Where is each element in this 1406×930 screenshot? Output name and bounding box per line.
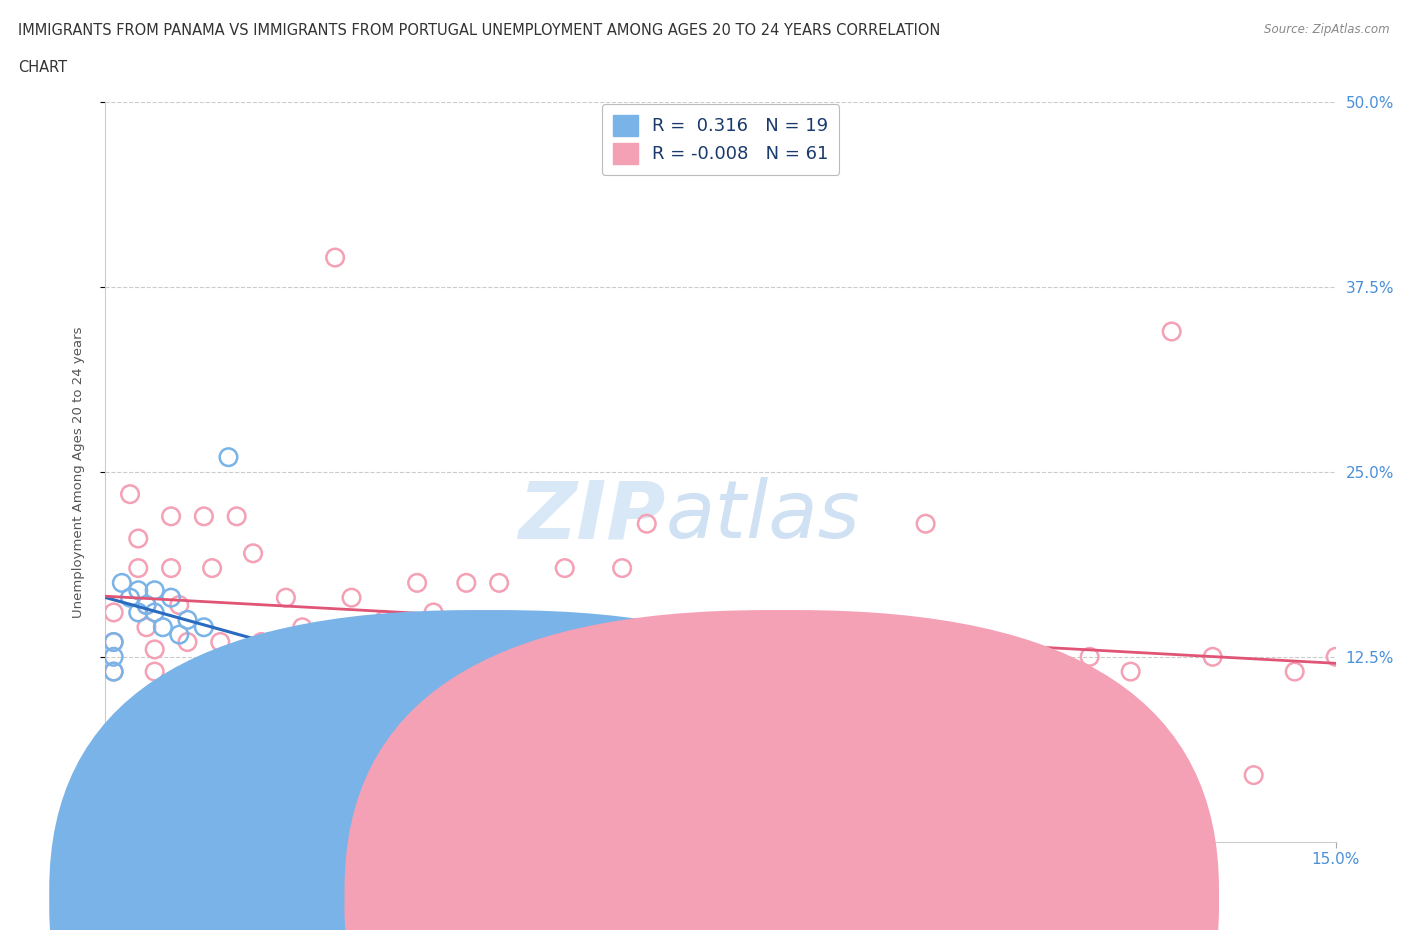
- Point: [381, 686, 404, 701]
- Point: [160, 561, 183, 576]
- Point: [143, 583, 166, 598]
- Point: [218, 664, 240, 679]
- Point: [956, 782, 979, 797]
- Point: [143, 605, 166, 620]
- Point: [792, 649, 814, 664]
- Point: [373, 613, 395, 628]
- Point: [103, 664, 125, 679]
- Point: [127, 605, 149, 620]
- Point: [103, 605, 125, 620]
- Point: [127, 531, 149, 546]
- Text: Immigrants from Panama: Immigrants from Panama: [506, 891, 692, 906]
- Point: [250, 634, 273, 649]
- Text: Immigrants from Portugal: Immigrants from Portugal: [801, 891, 988, 906]
- Point: [586, 761, 609, 776]
- Point: [143, 664, 166, 679]
- Point: [1243, 767, 1265, 782]
- Point: [529, 738, 551, 753]
- Text: ZIP: ZIP: [517, 477, 665, 555]
- Point: [693, 649, 716, 664]
- Point: [340, 591, 363, 605]
- Point: [873, 649, 896, 664]
- Text: Source: ZipAtlas.com: Source: ZipAtlas.com: [1264, 23, 1389, 36]
- Point: [193, 509, 215, 524]
- Point: [471, 664, 494, 679]
- Point: [323, 250, 346, 265]
- Point: [586, 634, 609, 649]
- Point: [209, 634, 232, 649]
- Point: [1284, 664, 1306, 679]
- Point: [176, 613, 198, 628]
- Text: atlas: atlas: [665, 477, 860, 555]
- Point: [357, 664, 380, 679]
- Point: [120, 591, 141, 605]
- Y-axis label: Unemployment Among Ages 20 to 24 years: Unemployment Among Ages 20 to 24 years: [72, 326, 84, 618]
- Point: [135, 619, 157, 634]
- Point: [169, 598, 191, 613]
- Point: [218, 450, 240, 465]
- Point: [274, 591, 297, 605]
- Point: [997, 649, 1019, 664]
- Point: [1324, 649, 1347, 664]
- Point: [1038, 664, 1060, 679]
- Point: [135, 598, 157, 613]
- Point: [143, 642, 166, 657]
- Point: [1160, 324, 1182, 339]
- Point: [422, 605, 444, 620]
- Point: [456, 576, 478, 591]
- Text: IMMIGRANTS FROM PANAMA VS IMMIGRANTS FROM PORTUGAL UNEMPLOYMENT AMONG AGES 20 TO: IMMIGRANTS FROM PANAMA VS IMMIGRANTS FRO…: [18, 23, 941, 38]
- Text: CHART: CHART: [18, 60, 67, 75]
- Point: [291, 619, 314, 634]
- Point: [135, 598, 157, 613]
- Point: [717, 767, 740, 782]
- Point: [111, 576, 134, 591]
- Point: [488, 576, 510, 591]
- Point: [225, 509, 247, 524]
- Point: [1078, 649, 1101, 664]
- Point: [103, 664, 125, 679]
- Point: [259, 634, 281, 649]
- Point: [636, 516, 658, 531]
- Point: [184, 664, 207, 679]
- Point: [176, 634, 198, 649]
- Point: [406, 576, 429, 591]
- Point: [914, 516, 936, 531]
- Point: [103, 634, 125, 649]
- Point: [127, 561, 149, 576]
- Point: [505, 634, 527, 649]
- Point: [439, 664, 461, 679]
- Point: [259, 664, 281, 679]
- Point: [103, 649, 125, 664]
- Point: [554, 561, 576, 576]
- Point: [1202, 649, 1225, 664]
- Point: [751, 619, 773, 634]
- Point: [120, 486, 141, 501]
- Point: [242, 546, 264, 561]
- Point: [832, 694, 855, 709]
- Point: [160, 509, 183, 524]
- Point: [127, 583, 149, 598]
- Point: [152, 619, 174, 634]
- Point: [201, 561, 224, 576]
- Point: [612, 561, 634, 576]
- Point: [1119, 664, 1142, 679]
- Point: [169, 627, 191, 642]
- Point: [389, 649, 412, 664]
- Point: [668, 619, 690, 634]
- Point: [160, 591, 183, 605]
- Point: [193, 619, 215, 634]
- Point: [103, 634, 125, 649]
- Legend: R =  0.316   N = 19, R = -0.008   N = 61: R = 0.316 N = 19, R = -0.008 N = 61: [602, 104, 839, 175]
- Point: [308, 649, 330, 664]
